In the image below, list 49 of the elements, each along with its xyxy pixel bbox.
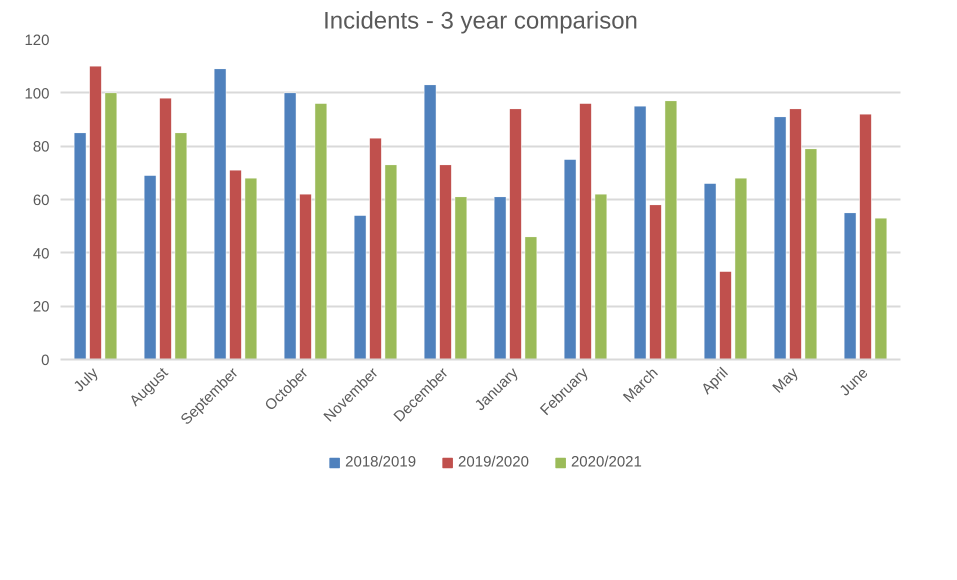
- x-tick-label: July: [70, 364, 102, 396]
- bar: [804, 148, 818, 360]
- bar: [789, 108, 802, 360]
- bar: [229, 170, 242, 360]
- bar: [844, 212, 856, 360]
- bar: [314, 103, 328, 360]
- y-tick-label: 0: [41, 352, 50, 369]
- bar: [159, 98, 172, 360]
- bar: [144, 175, 156, 360]
- bar: [594, 194, 608, 360]
- bar: [384, 164, 398, 360]
- bar: [634, 106, 646, 360]
- bar: [524, 236, 538, 360]
- legend-label: 2020/2021: [570, 454, 642, 470]
- bar: [424, 84, 436, 360]
- x-tick-label: May: [769, 364, 802, 397]
- bar: [649, 204, 662, 360]
- bar: [509, 108, 522, 360]
- bar: [719, 271, 732, 360]
- y-tick-label: 120: [24, 32, 50, 49]
- bar: [89, 66, 102, 360]
- y-tick-label: 60: [32, 192, 50, 209]
- bar: [354, 215, 366, 360]
- bar: [774, 116, 786, 360]
- bar: [494, 196, 506, 360]
- bar: [244, 178, 258, 360]
- bar: [734, 178, 748, 360]
- y-tick-label: 100: [24, 85, 50, 102]
- bar: [564, 159, 576, 360]
- bar: [704, 183, 716, 360]
- legend-label: 2019/2020: [458, 454, 529, 470]
- bar: [174, 132, 188, 360]
- bar: [664, 100, 678, 360]
- bar: [74, 132, 86, 360]
- bar: [439, 164, 452, 360]
- bar: [874, 218, 888, 360]
- y-tick-label: 40: [32, 245, 50, 262]
- chart-title: Incidents - 3 year comparison: [323, 8, 638, 34]
- bar: [284, 92, 296, 360]
- bar: [454, 196, 468, 360]
- y-tick-label: 80: [32, 138, 50, 156]
- legend-label: 2018/2019: [345, 454, 416, 470]
- y-tick-label: 20: [32, 298, 50, 316]
- bar: [369, 138, 382, 360]
- bar: [859, 114, 872, 360]
- bar: [104, 92, 118, 360]
- bar: [214, 68, 226, 360]
- bar: [579, 103, 592, 360]
- bar: [299, 194, 312, 360]
